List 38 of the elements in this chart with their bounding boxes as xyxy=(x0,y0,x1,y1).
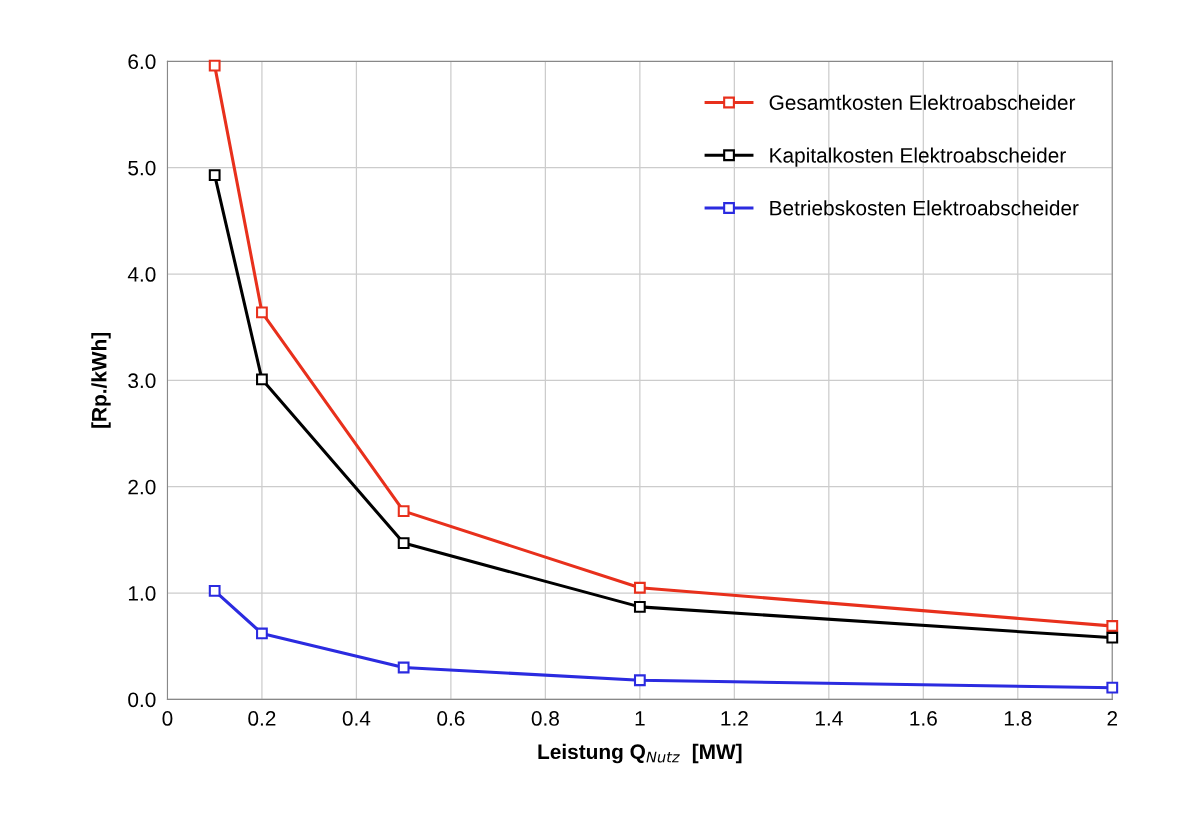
point xyxy=(633,581,646,594)
x-tick-label: 0 xyxy=(162,711,173,726)
point xyxy=(208,59,221,72)
x-tick-label: 0.2 xyxy=(248,711,276,726)
legend-label: Kapitalkosten Elektroabscheider xyxy=(770,147,1066,167)
x-tick-label: 0.8 xyxy=(531,711,559,726)
point xyxy=(256,373,268,386)
point xyxy=(397,537,410,549)
y-tick-label: 6.0 xyxy=(128,54,156,70)
point xyxy=(256,306,268,319)
y-tick-label: 5.0 xyxy=(128,160,156,176)
point xyxy=(633,600,646,613)
point xyxy=(256,627,268,640)
y-tick-label: 1.0 xyxy=(128,586,156,601)
point xyxy=(208,169,221,182)
y-tick-label: 4.0 xyxy=(127,267,156,282)
x-tick-label: 0.6 xyxy=(437,711,465,726)
point xyxy=(397,505,410,518)
x-tick-label: 1.2 xyxy=(721,711,748,726)
x-tick-label: 2 xyxy=(1107,711,1118,726)
y-axis-title: [Rp./kWh] xyxy=(91,332,111,428)
x-axis-title: Leistung Q$_{Nutz}$ [MW] xyxy=(538,743,742,764)
legend-label: Betriebskosten Elektroabscheider xyxy=(770,200,1079,216)
y-tick-label: 3.0 xyxy=(128,373,156,389)
legend-label: Gesamtkosten Elektroabscheider xyxy=(769,94,1076,110)
point xyxy=(633,674,646,687)
point xyxy=(1106,620,1119,632)
point xyxy=(1106,681,1119,694)
point xyxy=(397,661,410,674)
x-tick-label: 1 xyxy=(635,711,645,726)
point xyxy=(1106,631,1119,644)
y-tick-label: 0.0 xyxy=(128,692,156,708)
point xyxy=(208,585,221,597)
x-tick-label: 0.4 xyxy=(342,711,371,726)
x-tick-label: 1.4 xyxy=(815,711,843,726)
y-tick-label: 2.0 xyxy=(128,479,156,495)
x-tick-label: 1.8 xyxy=(1004,711,1032,726)
x-tick-label: 1.6 xyxy=(910,711,937,726)
